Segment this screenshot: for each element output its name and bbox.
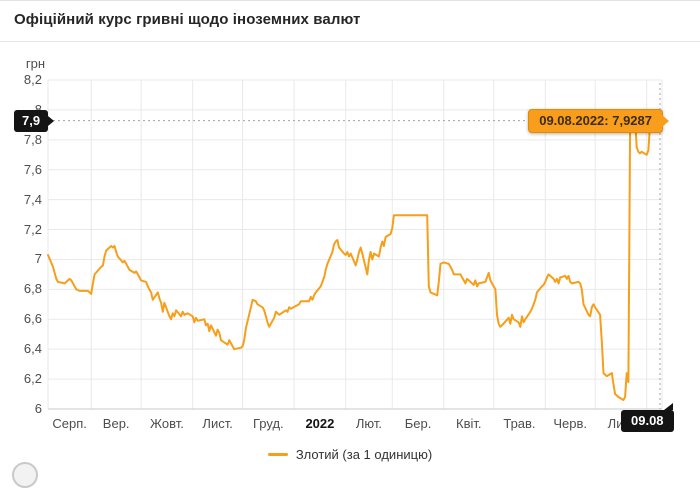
- y-tick-label: 6,4: [23, 341, 42, 357]
- header-divider: [0, 41, 700, 42]
- legend-line-swatch: [267, 453, 288, 456]
- y-tick-label: 7: [34, 251, 42, 267]
- page-title: Офіційний курс гривні щодо іноземних вал…: [14, 11, 361, 28]
- x-month-label: Бер.: [404, 416, 432, 431]
- legend[interactable]: Злотий (за 1 одиницю): [0, 447, 700, 462]
- series-line: [47, 119, 661, 401]
- x-axis-date-tag: 09.08: [621, 403, 674, 432]
- y-tick-label: 8,2: [23, 72, 42, 87]
- y-axis-unit-label: грн: [25, 56, 45, 71]
- y-tick-label: 6,8: [23, 281, 42, 297]
- legend-label: Злотий (за 1 одиницю): [295, 447, 433, 462]
- exchange-rate-chart[interactable]: [0, 1, 700, 476]
- x-month-label: 2022: [305, 416, 335, 431]
- x-month-label: Жовт.: [149, 416, 184, 431]
- y-axis-value-tag: 7,9: [14, 110, 55, 132]
- x-month-label: Лют.: [355, 416, 383, 431]
- x-month-label: Трав.: [503, 416, 536, 431]
- floating-widget-button[interactable]: [12, 462, 38, 488]
- x-month-label: Квіт.: [456, 416, 482, 431]
- y-tick-label: 6: [34, 401, 42, 416]
- x-month-label: Черв.: [553, 416, 588, 431]
- current-value-tooltip: 09.08.2022: 7,9287: [528, 109, 669, 133]
- x-month-label: Серп.: [52, 416, 87, 431]
- y-tick-label: 7,6: [23, 161, 42, 177]
- y-tick-label: 7,2: [23, 221, 42, 237]
- y-tick-label: 6,2: [23, 371, 42, 387]
- x-month-label: Лист.: [202, 416, 233, 431]
- y-tick-label: 7,4: [23, 191, 42, 207]
- y-tick-label: 6,6: [23, 311, 42, 327]
- y-tick-label: 7,8: [23, 131, 42, 147]
- y-tick-label: 8: [0, 102, 42, 117]
- x-month-label: Груд.: [253, 416, 284, 431]
- x-month-label: Вер.: [102, 416, 130, 431]
